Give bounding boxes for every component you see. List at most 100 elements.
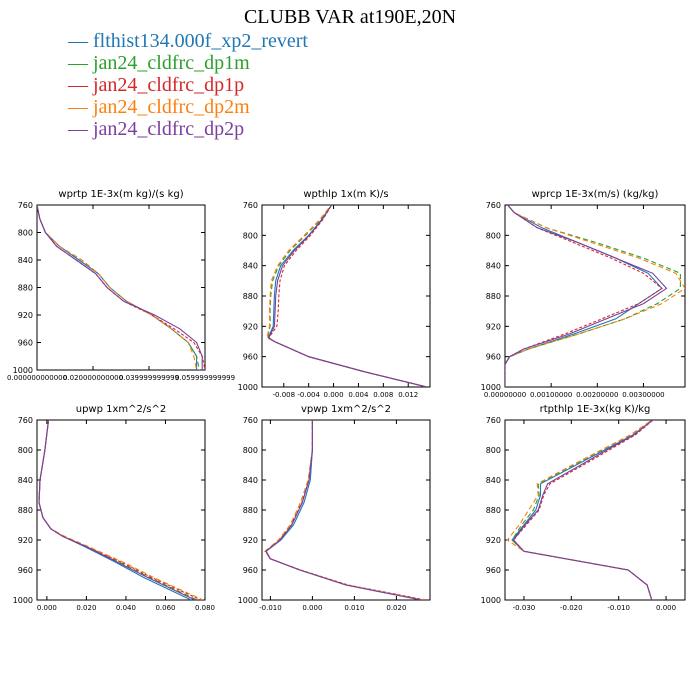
panel-3: wprcp 1E-3x(m/s) (kg/kg) 760 800 840 880 920 9… [481,189,686,399]
y-tick-label: 920 [243,536,258,545]
legend-line-icon: — [68,52,88,74]
x-tick-label: 0.008 [373,391,393,399]
y-tick-label: 960 [486,353,501,362]
legend-label: jan24_cldfrc_dp1m [93,52,250,74]
legend-item-dp1p: — jan24_cldfrc_dp1p [68,74,308,96]
y-tick-label: 840 [486,476,501,485]
plot-frame [36,204,206,371]
panel-title: vpwp 1xm^2/s^2 [301,404,391,415]
y-tick-label: 800 [486,446,501,455]
y-tick-label: 760 [243,201,258,210]
x-tick-label: -0.010 [607,604,630,612]
x-tick-label: -0.020 [560,604,583,612]
plot-frame [36,419,206,601]
legend-label: jan24_cldfrc_dp2p [93,118,245,140]
series-line-2 [37,205,200,370]
x-tick-label: -0.010 [259,604,282,612]
x-tick-label: 0.059999999999 [175,374,235,382]
series-line-5 [505,205,668,387]
plot-frame [261,419,431,601]
y-tick-label: 800 [243,446,258,455]
series-line-3 [512,420,654,600]
series-line-1 [505,205,663,387]
y-tick-label: 840 [18,476,33,485]
series-line-3 [37,205,205,370]
y-tick-label: 1000 [13,366,33,375]
series-line-5 [268,205,428,387]
series-line-2 [505,205,681,387]
x-tick-label: 0.010 [344,604,364,612]
y-tick-label: 920 [486,536,501,545]
y-tick-label: 960 [243,353,258,362]
panel-title: wpthlp 1x(m K)/s [303,189,388,200]
y-tick-label: 840 [18,256,33,265]
legend-item-dp2m: — jan24_cldfrc_dp2m [68,96,308,118]
series-line-1 [265,420,422,600]
x-tick-label: 0.040 [116,604,136,612]
y-tick-label: 880 [18,284,33,293]
legend-line-icon: — [68,118,88,140]
panel-1: wprtp 1E-3x(m kg)/(s kg) 760 800 840 880 920 9… [7,189,235,382]
x-tick-label: -0.004 [297,391,320,399]
series-line-1 [38,420,192,600]
x-tick-label: 0.00200000 [576,391,618,399]
legend-item-xp2-revert: — flthist134.000f_xp2_revert [68,30,308,52]
x-tick-label: 0.080 [195,604,215,612]
panel-title: wprcp 1E-3x(m/s) (kg/kg) [532,189,659,200]
figure-title: CLUBB VAR at190E,20N [243,6,457,28]
panel-title: wprtp 1E-3x(m kg)/(s kg) [58,189,183,200]
legend-line-icon: — [68,96,88,118]
series-line-4 [37,205,198,370]
series-line-1 [267,205,428,387]
y-tick-label: 1000 [481,596,501,605]
y-tick-label: 960 [243,566,258,575]
y-tick-label: 880 [243,292,258,301]
legend-label: jan24_cldfrc_dp1p [93,74,245,96]
series-line-2 [38,420,198,600]
legend-label: flthist134.000f_xp2_revert [93,30,308,52]
y-tick-label: 800 [18,229,33,238]
y-tick-label: 760 [18,416,33,425]
x-tick-label: 0.012 [398,391,418,399]
y-tick-label: 800 [18,446,33,455]
panel-2: wpthlp 1x(m K)/s 760 800 840 880 920 960 1000 -0… [238,189,431,399]
y-tick-label: 880 [486,292,501,301]
series-line-3 [505,205,663,387]
y-tick-label: 920 [243,322,258,331]
series-line-3 [268,205,428,387]
y-tick-label: 960 [18,566,33,575]
legend-line-icon: — [68,30,88,52]
series-line-5 [38,420,196,600]
series-line-1 [37,205,198,370]
panel-4: upwp 1xm^2/s^2 760 800 840 880 920 960 1000 0.00… [13,404,215,612]
plot-frame [504,204,686,388]
y-tick-label: 920 [18,311,33,320]
x-tick-label: 0.020000000000 [63,374,123,382]
y-tick-label: 1000 [13,596,33,605]
x-tick-label: 0.000 [324,391,344,399]
y-tick-label: 1000 [238,383,258,392]
y-tick-label: 960 [486,566,501,575]
panel-title: rtpthlp 1E-3x(kg K)/kg [540,404,651,415]
legend-item-dp2p: — jan24_cldfrc_dp2p [68,118,308,140]
legend-item-dp1m: — jan24_cldfrc_dp1m [68,52,308,74]
x-tick-label: 0.020 [76,604,96,612]
y-tick-label: 920 [18,536,33,545]
x-tick-label: 0.060 [155,604,175,612]
series-line-2 [266,205,428,387]
x-tick-label: 0.000000000000 [7,374,67,382]
plot-frame [504,419,686,601]
series-line-4 [38,420,204,600]
y-tick-label: 800 [486,231,501,240]
y-tick-label: 840 [243,476,258,485]
plot-frame [261,204,431,388]
series-line-2 [511,420,654,600]
x-tick-label: 0.000 [302,604,322,612]
y-tick-label: 840 [486,262,501,271]
series-line-4 [264,420,424,600]
y-tick-label: 880 [486,506,501,515]
y-tick-label: 760 [486,201,501,210]
x-tick-label: -0.008 [272,391,295,399]
series-line-4 [505,205,685,387]
